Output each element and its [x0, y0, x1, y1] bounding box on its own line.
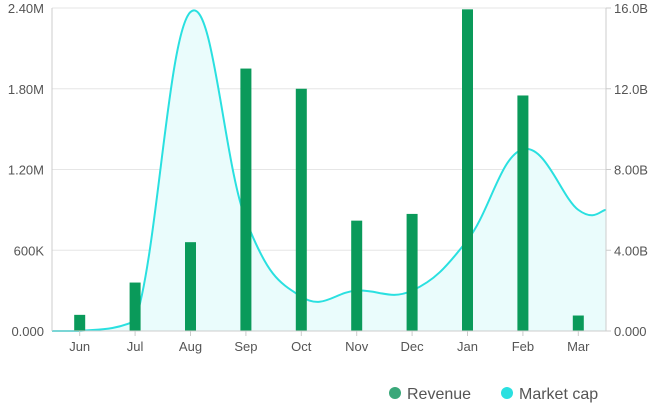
right-tick-label: 4.00B — [614, 243, 648, 258]
revenue-bar-feb[interactable] — [517, 95, 529, 332]
legend-marker-market-cap — [501, 387, 513, 399]
revenue-bar-jul[interactable] — [129, 282, 141, 331]
left-tick-label: 600K — [14, 243, 45, 258]
right-tick-label: 0.000 — [614, 324, 647, 339]
revenue-bar-aug[interactable] — [185, 242, 196, 331]
revenue-bar-mar[interactable] — [572, 315, 584, 331]
left-tick-label: 0.000 — [11, 324, 44, 339]
x-tick-label-aug: Aug — [179, 339, 202, 354]
x-tick-label-mar: Mar — [567, 339, 590, 354]
x-tick-label-jan: Jan — [457, 339, 478, 354]
left-tick-label: 1.80M — [8, 82, 44, 97]
right-tick-label: 16.0B — [614, 1, 648, 16]
legend-label-revenue[interactable]: Revenue — [407, 386, 471, 403]
revenue-bar-nov[interactable] — [351, 220, 363, 331]
x-tick-label-feb: Feb — [512, 339, 534, 354]
revenue-bar-oct[interactable] — [295, 88, 307, 331]
legend-label-market-cap[interactable]: Market cap — [519, 386, 598, 403]
revenue-bar-jun[interactable] — [74, 314, 86, 331]
x-tick-label-dec: Dec — [401, 339, 425, 354]
x-tick-label-jun: Jun — [69, 339, 90, 354]
revenue-bar-jan[interactable] — [462, 9, 473, 332]
right-tick-label: 8.00B — [614, 163, 648, 178]
legend: Revenue Market cap — [389, 386, 598, 403]
revenue-bar-sep[interactable] — [240, 68, 252, 331]
left-tick-label: 2.40M — [8, 1, 44, 16]
legend-marker-revenue — [389, 387, 401, 399]
right-tick-label: 12.0B — [614, 82, 648, 97]
axes-layer: 0.000 600K 1.20M 1.80M 2.40M 0.000 4.00B 8.00B 1… — [8, 1, 648, 354]
revenue-bars-layer — [74, 9, 584, 332]
x-tick-label-jul: Jul — [127, 339, 144, 354]
left-tick-label: 1.20M — [8, 163, 44, 178]
x-tick-label-nov: Nov — [345, 339, 369, 354]
revenue-bar-dec[interactable] — [406, 213, 418, 331]
x-tick-label-oct: Oct — [291, 339, 312, 354]
x-tick-label-sep: Sep — [234, 339, 257, 354]
